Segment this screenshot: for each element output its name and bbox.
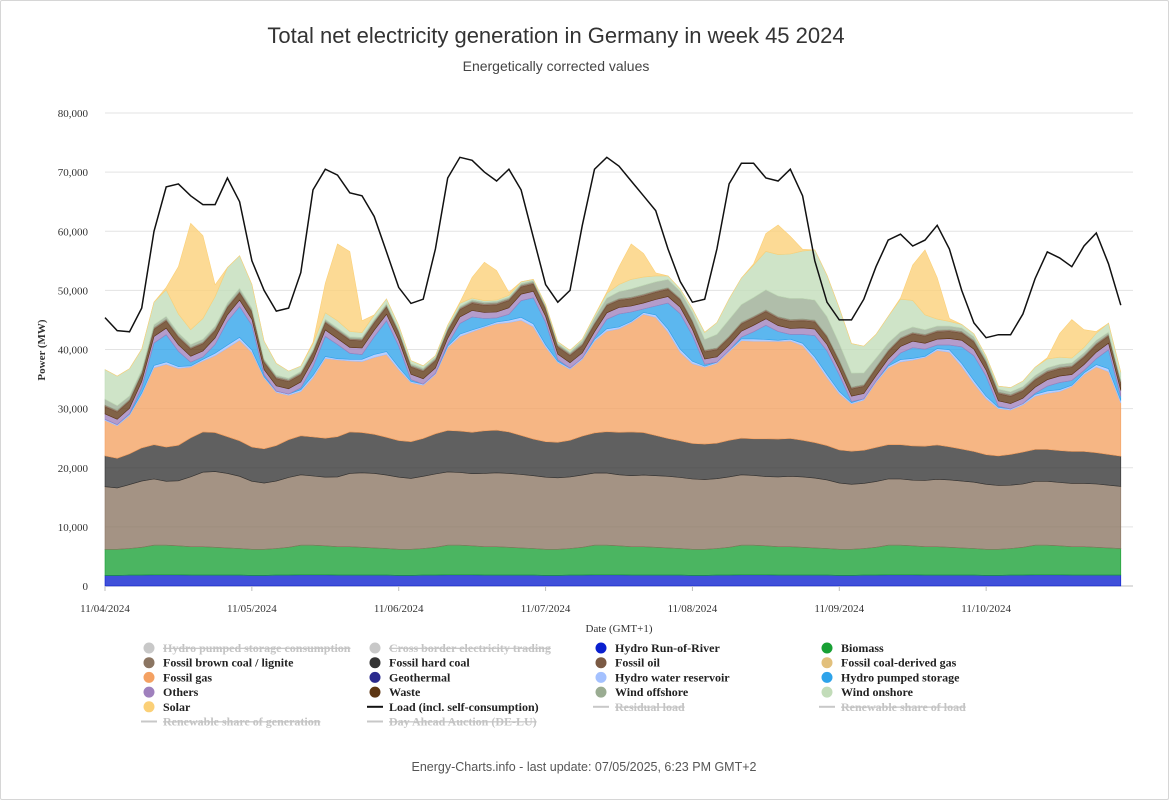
legend-item-load-incl-self-consumption-[interactable]: Load (incl. self-consumption) — [367, 700, 539, 714]
axes: 0 10,000 20,000 30,000 40,000 50,000 60,000 70,… — [58, 108, 1012, 615]
legend-marker — [369, 686, 381, 698]
legend-label: Load (incl. self-consumption) — [389, 700, 539, 714]
legend-label: Fossil hard coal — [389, 656, 470, 670]
legend-label: Hydro Run-of-River — [615, 641, 720, 655]
legend-item-wind-offshore[interactable]: Wind offshore — [595, 685, 689, 699]
legend-item-day-ahead-auction-de-lu-[interactable]: Day Ahead Auction (DE-LU) — [367, 715, 537, 729]
x-tick-label: 11/08/2024 — [668, 603, 718, 615]
y-tick-label: 70,000 — [58, 167, 89, 179]
legend-item-fossil-hard-coal[interactable]: Fossil hard coal — [369, 656, 471, 670]
legend-label: Others — [163, 685, 199, 699]
legend-item-fossil-gas[interactable]: Fossil gas — [143, 670, 213, 684]
legend-marker — [143, 686, 155, 698]
stacked-areas — [104, 222, 1122, 587]
legend-label: Fossil oil — [615, 656, 661, 670]
legend-item-geothermal[interactable]: Geothermal — [369, 670, 451, 684]
legend-marker — [369, 642, 381, 654]
legend-label: Fossil gas — [163, 670, 212, 684]
x-axis-title: Date (GMT+1) — [586, 623, 653, 635]
y-tick-label: 0 — [83, 581, 89, 593]
legend-label: Renewable share of load — [841, 700, 966, 714]
legend-marker — [821, 671, 833, 683]
legend-item-wind-onshore[interactable]: Wind onshore — [821, 685, 914, 699]
load-line-group — [104, 156, 1122, 339]
footer-credit: Energy-Charts.info - last update: 07/05/… — [412, 760, 757, 774]
legend-marker — [143, 671, 155, 683]
legend-label: Residual load — [615, 700, 685, 714]
legend-marker — [821, 686, 833, 698]
chart-subtitle: Energetically corrected values — [463, 58, 650, 74]
y-tick-label: 10,000 — [58, 522, 89, 534]
x-tick-label: 11/04/2024 — [80, 603, 130, 615]
legend-label: Geothermal — [389, 670, 451, 684]
x-tick-label: 11/05/2024 — [227, 603, 277, 615]
legend-item-hydro-water-reservoir[interactable]: Hydro water reservoir — [595, 670, 731, 684]
legend-marker — [143, 657, 155, 669]
legend-marker — [595, 657, 607, 669]
legend-item-hydro-run-of-river[interactable]: Hydro Run-of-River — [595, 641, 721, 655]
y-tick-label: 80,000 — [58, 108, 89, 120]
legend-label: Wind onshore — [841, 685, 914, 699]
legend-item-biomass[interactable]: Biomass — [821, 641, 885, 655]
legend-item-fossil-brown-coal-lignite[interactable]: Fossil brown coal / lignite — [143, 656, 295, 670]
legend-label: Hydro pumped storage — [841, 670, 960, 684]
legend-item-others[interactable]: Others — [143, 685, 199, 699]
legend: Hydro pumped storage consumption Cross bo… — [141, 641, 966, 729]
legend-marker — [595, 671, 607, 683]
legend-label: Fossil coal-derived gas — [841, 656, 957, 670]
legend-label: Waste — [389, 685, 421, 699]
legend-label: Solar — [163, 700, 191, 714]
area-biomass[interactable] — [104, 544, 1122, 576]
legend-label: Hydro pumped storage consumption — [163, 641, 351, 655]
legend-marker — [821, 657, 833, 669]
legend-label: Renewable share of generation — [163, 715, 321, 729]
y-tick-label: 20,000 — [58, 463, 89, 475]
y-tick-label: 60,000 — [58, 226, 89, 238]
legend-item-renewable-share-of-load[interactable]: Renewable share of load — [819, 700, 966, 714]
x-tick-label: 11/10/2024 — [961, 603, 1011, 615]
y-axis-title: Power (MW) — [36, 319, 48, 381]
x-tick-label: 11/07/2024 — [521, 603, 571, 615]
legend-label: Fossil brown coal / lignite — [163, 656, 294, 670]
area-hydro-run-of-river[interactable] — [104, 574, 1122, 587]
legend-marker — [369, 671, 381, 683]
x-tick-label: 11/06/2024 — [374, 603, 424, 615]
legend-item-solar[interactable]: Solar — [143, 700, 192, 714]
legend-item-renewable-share-of-generation[interactable]: Renewable share of generation — [141, 715, 321, 729]
legend-item-fossil-coal-derived-gas[interactable]: Fossil coal-derived gas — [821, 656, 957, 670]
load-line[interactable] — [104, 156, 1122, 339]
legend-marker — [143, 642, 155, 654]
legend-item-cross-border-electricity-trading[interactable]: Cross border electricity trading — [369, 641, 551, 655]
y-tick-label: 50,000 — [58, 285, 89, 297]
y-tick-label: 30,000 — [58, 404, 89, 416]
area-solar[interactable] — [104, 222, 1122, 388]
legend-marker — [595, 642, 607, 654]
x-tick-label: 11/09/2024 — [814, 603, 864, 615]
area-fossil-brown-coal-lignite[interactable] — [104, 471, 1122, 550]
legend-label: Biomass — [841, 641, 884, 655]
legend-item-hydro-pumped-storage[interactable]: Hydro pumped storage — [821, 670, 961, 684]
legend-label: Day Ahead Auction (DE-LU) — [389, 715, 537, 729]
legend-marker — [595, 686, 607, 698]
y-tick-label: 40,000 — [58, 345, 89, 357]
legend-label: Cross border electricity trading — [389, 641, 551, 655]
legend-item-residual-load[interactable]: Residual load — [593, 700, 685, 714]
legend-label: Wind offshore — [615, 685, 689, 699]
legend-marker — [369, 657, 381, 669]
legend-item-hydro-pumped-storage-consumption[interactable]: Hydro pumped storage consumption — [143, 641, 351, 655]
legend-item-waste[interactable]: Waste — [369, 685, 422, 699]
chart-title: Total net electricity generation in Germ… — [267, 23, 844, 48]
legend-item-fossil-oil[interactable]: Fossil oil — [595, 656, 661, 670]
legend-marker — [143, 701, 155, 713]
legend-marker — [821, 642, 833, 654]
legend-label: Hydro water reservoir — [615, 670, 730, 684]
